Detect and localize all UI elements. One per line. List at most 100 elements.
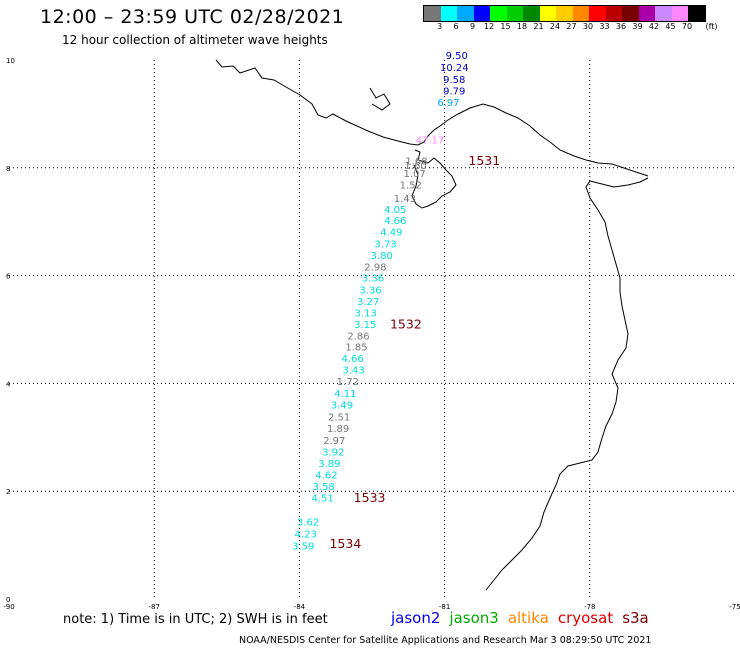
colorbar-swatch: [622, 6, 639, 21]
wave-height-label: 3.49: [331, 401, 353, 412]
wave-height-label: 4.05: [384, 205, 406, 216]
lat-tick-label: 6: [6, 273, 11, 281]
colorbar-tick-label: 24: [549, 22, 561, 31]
wave-height-label: 3.73: [374, 240, 396, 251]
colorbar-tick-label: 42: [648, 22, 660, 31]
wave-height-label: 6.97: [437, 98, 459, 109]
lon-tick-label: -90: [3, 603, 14, 610]
altimeter-map: -90 -87 -84 -81 -78 -75 0 2 4 6 8 10 9.5010.249.589.…: [3, 51, 740, 610]
pass-number-label: 1532: [390, 316, 422, 331]
colorbar-swatch: [589, 6, 606, 21]
lon-tick-label: -78: [584, 603, 595, 610]
colorbar-tick-label: 18: [516, 22, 528, 31]
colorbar-swatch: [523, 6, 540, 21]
coastline-north: [215, 59, 649, 177]
wave-height-label: 4.49: [380, 228, 402, 239]
wave-height-label: 1.68: [405, 157, 427, 168]
pass-number-label: 1531: [468, 153, 500, 168]
colorbar-swatch: [424, 6, 441, 21]
legend-entry-jason2: jason2: [391, 609, 441, 627]
wave-height-label: 4.51: [311, 493, 333, 504]
wave-height-label: 1.43: [394, 194, 416, 205]
lon-tick-label: -81: [439, 603, 450, 610]
colorbar-tick-label: 12: [483, 22, 495, 31]
colorbar-tick-label: 70: [681, 22, 693, 31]
wave-height-label: 3.59: [292, 541, 314, 552]
wave-height-label: 2.97: [323, 436, 345, 447]
colorbar-swatch: [490, 6, 507, 21]
lat-tick-label: 8: [6, 165, 10, 173]
wave-height-label: 3.13: [355, 309, 377, 320]
colorbar-swatch: [688, 6, 705, 21]
wave-height-label: 9.50: [446, 51, 468, 62]
colorbar-labels: 3 6 9 12 15 18 21 24 27 30 33 36 39 42 45 70 (ft): [0, 0, 740, 40]
wave-height-label: 4.11: [334, 389, 356, 400]
wave-height-label: 10.24: [440, 63, 469, 74]
colorbar-swatch: [638, 6, 655, 21]
wave-height-label: 4.62: [315, 470, 337, 481]
wave-height-label: 4.66: [384, 216, 406, 227]
colorbar-tick-label: 30: [582, 22, 594, 31]
wave-height-label: 4.66: [342, 354, 364, 365]
wave-height-label: 1.60: [404, 161, 426, 172]
pass-number-label: 1533: [354, 490, 386, 505]
colorbar-tick-label: 6: [453, 22, 459, 31]
colorbar-tick-label: 36: [615, 22, 627, 31]
colorbar-tick-label: 3: [436, 22, 443, 31]
colorbar-swatch: [572, 6, 589, 21]
colorbar-swatch: [539, 6, 556, 21]
map-subtitle: 12 hour collection of altimeter wave hei…: [62, 33, 328, 47]
satellite-legend: jason2 jason3 altika cryosat s3a: [391, 609, 658, 627]
colorbar-swatch: [655, 6, 672, 21]
footnote: note: 1) Time is in UTC; 2) SWH is in fe…: [63, 612, 328, 627]
wave-height-label: 3.92: [322, 448, 344, 459]
pass-number-label: 1534: [329, 536, 361, 551]
legend-entry-jason3: jason3: [449, 609, 499, 627]
island-outline: [369, 87, 391, 111]
colorbar-tick-label: 27: [566, 22, 577, 31]
lat-tick-label: 10: [6, 57, 15, 65]
coastline-south: [485, 177, 649, 591]
wave-height-label: 3.43: [342, 366, 364, 377]
colorbar-tick-label: 9: [469, 22, 476, 31]
wave-height-label: 2.51: [328, 413, 350, 424]
wave-height-label: 3.36: [362, 274, 384, 285]
coastline-peninsula: [411, 149, 457, 209]
lat-tick-label: 4: [6, 380, 11, 388]
wave-height-label: 3.27: [357, 297, 379, 308]
wave-height-label: 3.89: [318, 459, 340, 470]
colorbar-tick-label: 21: [533, 22, 544, 31]
colorbar-swatch: [473, 6, 490, 21]
wave-height-label: 3.80: [371, 251, 393, 262]
lat-tick-label: 0: [6, 596, 10, 604]
wave-height-label: 3.36: [359, 285, 381, 296]
legend-entry-cryosat: cryosat: [557, 609, 614, 627]
wave-height-colorbar: [423, 5, 706, 22]
wave-height-label: 1.72: [337, 377, 359, 388]
lon-tick-label: -75: [729, 603, 740, 610]
wave-height-label: 9.58: [443, 75, 465, 86]
lon-tick-label: -84: [294, 603, 306, 610]
colorbar-swatch: [671, 6, 688, 21]
wave-height-label: 2.98: [364, 263, 386, 274]
wave-height-label: 2.86: [347, 332, 369, 343]
wave-height-label: 1.07: [403, 169, 425, 180]
colorbar-tick-label: 45: [665, 22, 676, 31]
colorbar-swatch: [556, 6, 573, 21]
wave-height-label: 47.17: [416, 136, 445, 147]
colorbar-unit: (ft): [705, 22, 718, 31]
legend-entry-altika: altika: [507, 609, 549, 627]
colorbar-tick-label: 33: [599, 22, 610, 31]
colorbar-tick-label: 39: [632, 22, 643, 31]
map-title: 12:00 – 23:59 UTC 02/28/2021: [40, 6, 345, 28]
colorbar-swatch: [440, 6, 457, 21]
lon-tick-label: -87: [148, 603, 159, 610]
wave-height-label: 1.89: [327, 424, 349, 435]
wave-height-label: 4.23: [295, 530, 317, 541]
colorbar-swatch: [457, 6, 474, 21]
colorbar-swatch: [605, 6, 622, 21]
wave-height-label: 3.58: [312, 482, 334, 493]
wave-height-label: 1.85: [345, 343, 367, 354]
legend-entry-s3a: s3a: [622, 609, 649, 627]
credit-line: NOAA/NESDIS Center for Satellite Applica…: [239, 635, 652, 646]
